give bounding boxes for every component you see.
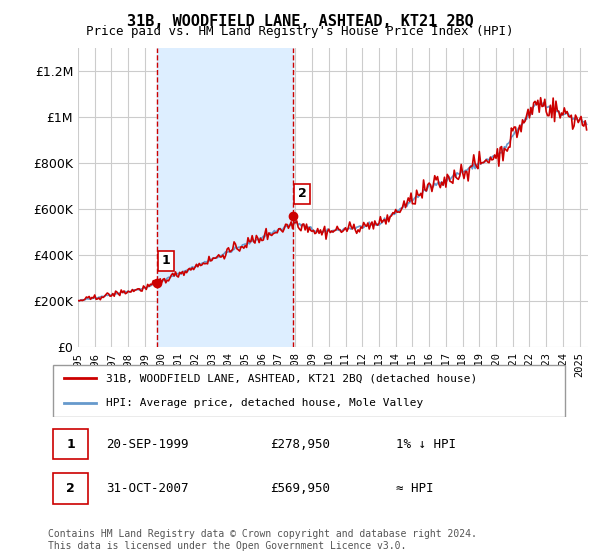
Bar (157, 48, 293, 347)
Text: Contains HM Land Registry data © Crown copyright and database right 2024.
This d: Contains HM Land Registry data © Crown c… (48, 529, 477, 551)
Text: ≈ HPI: ≈ HPI (397, 482, 434, 495)
Text: £569,950: £569,950 (270, 482, 330, 495)
Text: 2: 2 (298, 188, 307, 200)
FancyBboxPatch shape (53, 473, 88, 503)
Text: 31-OCT-2007: 31-OCT-2007 (106, 482, 188, 495)
Text: 31B, WOODFIELD LANE, ASHTEAD, KT21 2BQ: 31B, WOODFIELD LANE, ASHTEAD, KT21 2BQ (127, 14, 473, 29)
Text: HPI: Average price, detached house, Mole Valley: HPI: Average price, detached house, Mole… (106, 398, 424, 408)
Text: 1: 1 (162, 254, 170, 268)
FancyBboxPatch shape (53, 365, 565, 417)
Text: 2: 2 (67, 482, 75, 495)
Text: £278,950: £278,950 (270, 437, 330, 451)
Text: Price paid vs. HM Land Registry's House Price Index (HPI): Price paid vs. HM Land Registry's House … (86, 25, 514, 38)
Text: 20-SEP-1999: 20-SEP-1999 (106, 437, 188, 451)
FancyBboxPatch shape (53, 429, 88, 459)
Text: 1% ↓ HPI: 1% ↓ HPI (397, 437, 457, 451)
Text: 1: 1 (67, 437, 75, 451)
Text: 31B, WOODFIELD LANE, ASHTEAD, KT21 2BQ (detached house): 31B, WOODFIELD LANE, ASHTEAD, KT21 2BQ (… (106, 374, 478, 384)
